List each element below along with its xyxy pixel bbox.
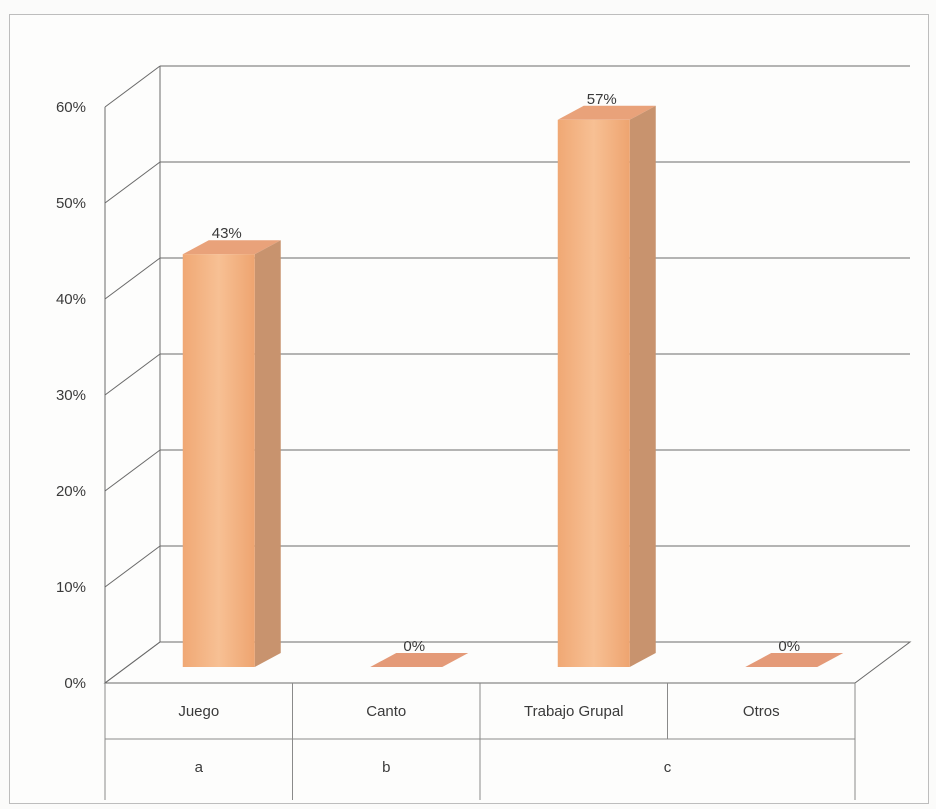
category-label: Juego <box>178 703 219 720</box>
side-gridline <box>104 257 161 300</box>
axes <box>103 66 912 800</box>
y-tick-label: 20% <box>56 483 86 500</box>
labels: 0% 10% 20% 30% 40% 50% 60% Juego Canto Trabajo Gr… <box>56 91 800 776</box>
side-gridline <box>104 65 161 108</box>
category-label: Otros <box>743 703 780 720</box>
bars <box>182 105 844 668</box>
group-label: c <box>664 759 672 776</box>
bar-top <box>557 105 656 120</box>
y-tick-label: 30% <box>56 387 86 404</box>
y-tick-label: 40% <box>56 291 86 308</box>
data-label: 0% <box>403 638 425 655</box>
category-label: Trabajo Grupal <box>524 703 624 720</box>
y-tick-label: 0% <box>64 675 86 692</box>
bar-top <box>182 240 281 255</box>
side-gridline <box>104 545 161 588</box>
data-label: 43% <box>212 225 242 242</box>
y-tick-label: 50% <box>56 195 86 212</box>
bar <box>557 105 656 668</box>
group-label: b <box>382 759 390 776</box>
bar <box>182 240 281 667</box>
side-gridline <box>104 161 161 204</box>
data-label: 57% <box>587 91 617 108</box>
group-label: a <box>195 759 204 776</box>
side-gridline <box>104 353 161 396</box>
y-tick-label: 10% <box>56 579 86 596</box>
bar-side <box>629 105 656 668</box>
bar-flat <box>370 653 469 667</box>
category-label: Canto <box>366 703 406 720</box>
bar-side <box>254 240 281 667</box>
y-tick-label: 60% <box>56 99 86 116</box>
bar-front <box>557 119 630 668</box>
side-gridline <box>104 449 161 492</box>
bar <box>745 653 844 667</box>
bar <box>370 653 469 667</box>
chart-frame <box>9 14 929 804</box>
bar-flat <box>745 653 844 667</box>
data-label: 0% <box>778 638 800 655</box>
chart-floor <box>103 641 912 684</box>
bar-front <box>182 254 255 667</box>
